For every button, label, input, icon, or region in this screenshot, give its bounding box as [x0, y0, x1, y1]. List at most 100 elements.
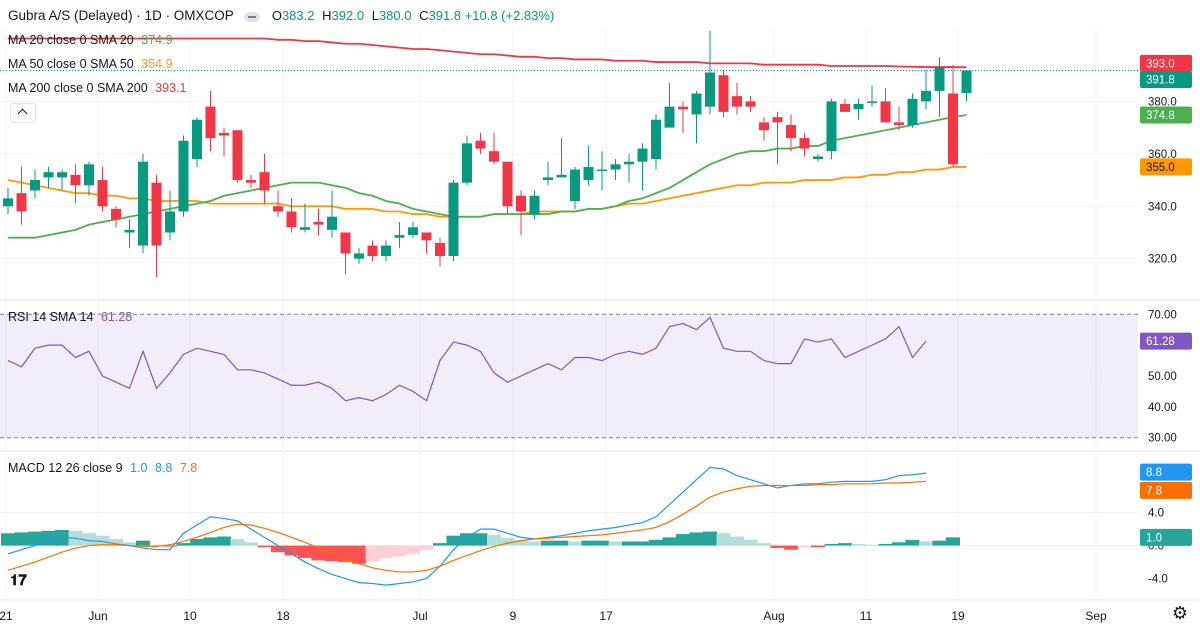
candle-body [705, 72, 715, 107]
candle-body [138, 161, 148, 246]
macd-histogram-bar [595, 540, 609, 546]
candle-body [340, 232, 351, 254]
macd-legend-value-macd: 1.0 [130, 461, 148, 475]
candle-body [610, 164, 621, 170]
candle-body [786, 124, 796, 139]
ma50-legend[interactable]: MA 50 close 0 SMA 50 354.9 [8, 57, 173, 71]
candle-body [556, 174, 567, 178]
macd-histogram-bar [95, 535, 110, 546]
macd-histogram-bar [257, 545, 272, 548]
macd-histogram-bar [109, 539, 123, 546]
candle-body [273, 206, 283, 212]
ma200-legend[interactable]: MA 200 close 0 SMA 200 393.1 [8, 81, 186, 95]
candle-body [475, 140, 486, 149]
macd-line-badge-bg [1140, 463, 1192, 481]
candle-body [840, 104, 850, 112]
macd-histogram-bar [352, 545, 366, 564]
price-axis-label: 360.0 [1148, 149, 1177, 161]
candle-body [367, 245, 378, 257]
candle-body [408, 227, 418, 236]
macd-legend[interactable]: MACD 12 26 close 9 1.0 8.8 7.8 [8, 461, 197, 475]
rsi-legend-value: 61.28 [100, 310, 133, 324]
high-label: H [322, 8, 332, 23]
macd-histogram-bar [379, 545, 393, 558]
candle-body [219, 132, 229, 136]
candle-body [97, 180, 108, 207]
macd-histogram-bar [122, 542, 137, 546]
macd-histogram-bar [824, 543, 839, 546]
candle-body [948, 93, 958, 165]
low-label: L [371, 8, 379, 23]
macd-histogram-bar [716, 533, 731, 546]
price-axis-label: 340.0 [1148, 201, 1177, 213]
macd-histogram-bar [581, 540, 596, 546]
macd-hist-badge: 1.0 [1146, 532, 1162, 544]
time-axis-label: 9 [510, 609, 517, 623]
rsi-legend[interactable]: RSI 14 SMA 14 61.28 [8, 310, 132, 324]
ma200-legend-value: 393.1 [155, 81, 187, 95]
macd-histogram-bar [527, 541, 542, 546]
symbol-header: Gubra A/S (Delayed) · 1D · OMXCOP O383.2 … [8, 8, 554, 23]
candle-body [448, 182, 459, 257]
candle-body [178, 140, 189, 212]
candle-body [165, 211, 175, 233]
candle-body [286, 211, 297, 228]
macd-hist-badge-bg [1140, 528, 1192, 546]
candle-body [30, 180, 40, 191]
macd-histogram-bar [460, 533, 474, 546]
ma20-legend[interactable]: MA 20 close 0 SMA 20 374.9 [8, 33, 173, 47]
macd-histogram-bar [676, 534, 690, 546]
ma50-price-badge: 355.0 [1146, 162, 1175, 174]
candle-body [651, 119, 661, 160]
candle-body [205, 106, 216, 139]
ma200-price-badge-bg [1140, 54, 1192, 72]
symbol-title[interactable]: Gubra A/S (Delayed) · 1D · OMXCOP [8, 8, 234, 23]
candle-body [435, 242, 445, 257]
candle-body [529, 195, 540, 215]
candle-body [826, 101, 837, 152]
macd-histogram-bar [406, 545, 420, 554]
macd-histogram-bar [730, 536, 744, 546]
ma50-legend-value: 354.9 [141, 57, 173, 71]
candle-body [934, 67, 945, 91]
rsi-line [7, 316, 927, 402]
candle-body [151, 182, 162, 246]
macd-histogram-bar [190, 539, 204, 546]
candle-body [772, 117, 783, 123]
candle-body [70, 174, 81, 186]
macd-histogram-bar [392, 545, 407, 557]
ma20-price-badge-bg [1140, 106, 1192, 124]
candle-body [880, 101, 891, 123]
candle-body [232, 130, 243, 181]
candle-body [192, 119, 202, 160]
high-value: 392.0 [331, 8, 365, 23]
tradingview-logo-icon[interactable]: 𝟏𝟕 [10, 572, 27, 589]
macd-histogram-bar [622, 541, 636, 546]
macd-histogram-bar [217, 536, 231, 546]
macd-histogram-bar [28, 531, 42, 546]
macd-histogram-bar [635, 541, 650, 546]
candle-body [691, 93, 702, 115]
macd-histogram-bar [365, 545, 380, 562]
macd-histogram-bar [743, 539, 758, 546]
macd-histogram-bar [298, 545, 312, 558]
macd-histogram-bar [271, 545, 285, 553]
macd-histogram-bar [473, 533, 488, 546]
macd-legend-value-line: 8.8 [155, 461, 173, 475]
macd-histogram-bar [568, 541, 582, 546]
collapse-indicators-button[interactable] [10, 103, 36, 123]
close-price-badge-bg [1140, 70, 1192, 88]
collapse-legend-icon[interactable] [243, 11, 260, 22]
macd-histogram-bar [905, 539, 920, 546]
time-axis-label: 21 [0, 609, 13, 623]
macd-axis-label: 4.0 [1148, 508, 1164, 520]
macd-histogram-bar [689, 532, 704, 546]
gear-icon[interactable]: ⚙ [1171, 603, 1188, 623]
macd-histogram-bar [851, 543, 866, 546]
macd-histogram-bar [811, 545, 825, 548]
candle-body [313, 221, 324, 225]
candle-body [718, 75, 729, 112]
macd-histogram-bar [149, 544, 164, 546]
macd-signal-line [7, 480, 927, 573]
